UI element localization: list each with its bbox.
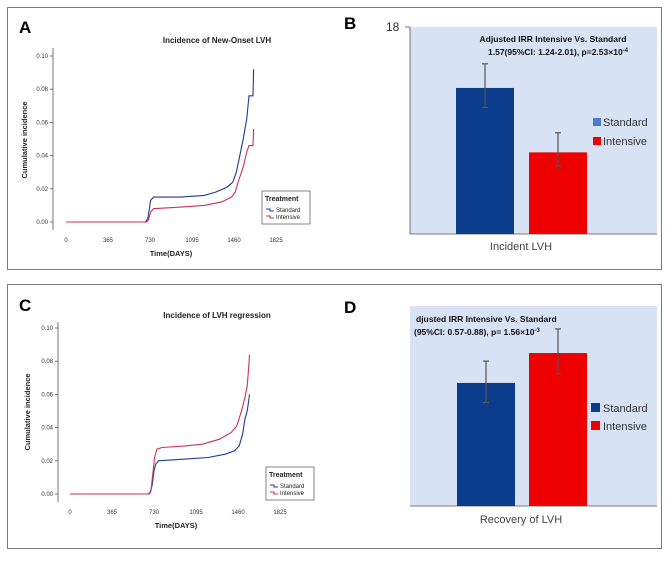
panel-b-bars [456, 63, 587, 234]
panel-c-lines [70, 354, 251, 495]
panel-c-xtick-label: 730 [149, 510, 160, 516]
panel-b-legend-intensive: Intensive [603, 136, 647, 148]
panel-d-annotation-line2-text: (95%CI: 0.57-0.88), p= 1.56×10 [414, 327, 535, 337]
panel-c-legend-title: Treatment [269, 472, 303, 479]
panel-a-line-standard [66, 69, 255, 223]
panel-c-ytick-label: 0.02 [41, 459, 53, 465]
panel-d-bars [457, 328, 587, 506]
panel-d-errorbar-intensive [555, 328, 561, 375]
panel-c-line-standard [70, 394, 251, 495]
panel-a-xtick-label: 0 [64, 238, 68, 244]
panel-b-xlabel: Incident LVH [490, 241, 552, 253]
panel-c-ytick-label: 0.04 [41, 426, 53, 432]
panel-d-bar-intensive [529, 353, 587, 506]
panel-b-annotation-line2: 1.57(95%CI: 1.24-2.01), p=2.53×10-4 [488, 47, 629, 57]
panel-a-xtick-label: 365 [103, 238, 114, 244]
panel-d-legend-standard-swatch [591, 403, 600, 412]
panel-d-legend-intensive-swatch [591, 421, 600, 430]
panel-a-ytick-label: 0.02 [36, 187, 48, 193]
panel-c: C Incidence of LVH regression 0.000.020.… [19, 296, 315, 530]
panel-a-lines [66, 69, 255, 223]
panel-a-ytick-label: 0.00 [36, 220, 48, 226]
panel-c-title: Incidence of LVH regression [163, 311, 271, 320]
panel-a-x-ticks: 0 365 730 1095 1460 1825 [64, 238, 283, 244]
panel-c-xtick-label: 1825 [273, 510, 287, 516]
panel-b-annotation-line1: Adjusted IRR Intensive Vs. Standard [480, 34, 627, 44]
panel-a-legend-standard-swatch [266, 208, 274, 212]
panel-c-y-ticks: 0.00 0.02 0.04 0.06 0.08 0.10 [41, 326, 58, 498]
panel-a-xtick-label: 1460 [227, 238, 241, 244]
panel-c-ytick-label: 0.08 [41, 359, 53, 365]
panel-b-letter: B [344, 14, 356, 33]
panel-d-annotation-line1: djusted IRR Intensive Vs. Standard [416, 314, 557, 324]
panel-a-ylabel: Cumulative incidence [20, 101, 29, 178]
panel-d-xlabel: Recovery of LVH [480, 514, 562, 526]
panel-a-ytick-label: 0.10 [36, 54, 48, 60]
panel-b: B 18 Adjusted IRR Intensive Vs. Standard… [344, 14, 657, 253]
panel-b-errorbar-standard [482, 63, 488, 109]
panel-d-annotation-line2: (95%CI: 0.57-0.88), p= 1.56×10-3 [414, 327, 540, 337]
panel-a-legend-title: Treatment [265, 196, 299, 203]
panel-a-xtick-label: 730 [145, 238, 156, 244]
panel-c-ytick-label: 0.00 [41, 492, 53, 498]
panel-b-ytick-label: 18 [386, 20, 400, 34]
panel-c-ytick-label: 0.06 [41, 392, 53, 398]
panel-a-xtick-label: 1825 [269, 238, 283, 244]
panel-a-letter: A [19, 18, 31, 37]
panel-d: D djusted IRR Intensive Vs. Standard (95… [344, 298, 657, 526]
panel-a-ytick-label: 0.06 [36, 120, 48, 126]
panel-c-ylabel: Cumulative incidence [23, 373, 32, 450]
panel-c-legend-intensive-swatch [270, 491, 278, 495]
panel-a-xtick-label: 1095 [185, 238, 199, 244]
panel-a-legend-intensive-swatch [266, 215, 274, 219]
panel-a-legend-intensive: Intensive [276, 215, 301, 221]
panel-b-legend-standard-swatch [593, 118, 601, 126]
panel-c-line-intensive [70, 354, 251, 495]
panel-c-legend-standard-swatch [270, 484, 278, 488]
panel-a-y-ticks: 0.00 0.02 0.04 0.06 0.08 0.10 [36, 54, 53, 226]
panel-a-ytick-label: 0.04 [36, 154, 48, 160]
panel-a-xlabel: Time(DAYS) [150, 249, 193, 258]
panel-c-legend-standard: Standard [280, 484, 304, 490]
panel-d-letter: D [344, 298, 356, 317]
panel-a-title: Incidence of New-Onset LVH [163, 36, 272, 45]
panel-c-xtick-label: 0 [68, 510, 72, 516]
panel-c-xtick-label: 1460 [231, 510, 245, 516]
panel-c-letter: C [19, 296, 31, 315]
panel-c-xtick-label: 1095 [189, 510, 203, 516]
panel-a-legend-standard: Standard [276, 208, 300, 214]
panel-d-bar-standard [457, 382, 515, 506]
panel-a-line-intensive [66, 128, 255, 223]
panel-b-legend-intensive-swatch [593, 137, 601, 145]
panel-b-errorbar-intensive [555, 132, 561, 167]
panel-a: A Incidence of New-Onset LVH 0.000.020.0… [19, 18, 311, 258]
panel-b-annotation-line2-sup: -4 [623, 48, 629, 54]
panel-c-legend-intensive: Intensive [280, 491, 305, 497]
panel-d-errorbar-standard [483, 360, 489, 404]
panel-c-x-ticks: 0 365 730 1095 1460 1825 [68, 510, 287, 516]
panel-b-legend-standard: Standard [603, 117, 648, 129]
panel-b-annotation-line2-text: 1.57(95%CI: 1.24-2.01), p=2.53×10 [488, 47, 623, 57]
panel-d-legend-intensive: Intensive [603, 421, 647, 433]
panel-c-legend: Treatment Standard Intensive [265, 466, 315, 501]
panel-c-xlabel: Time(DAYS) [155, 521, 198, 530]
panel-a-ytick-label: 0.08 [36, 87, 48, 93]
panel-a-legend: Treatment Standard Intensive [261, 190, 311, 225]
panel-c-xtick-label: 365 [107, 510, 118, 516]
panel-c-ytick-label: 0.10 [41, 326, 53, 332]
panel-d-annotation-line2-sup: -3 [535, 328, 541, 334]
panel-d-legend-standard: Standard [603, 403, 648, 415]
panel-b-bar-standard [456, 87, 514, 234]
